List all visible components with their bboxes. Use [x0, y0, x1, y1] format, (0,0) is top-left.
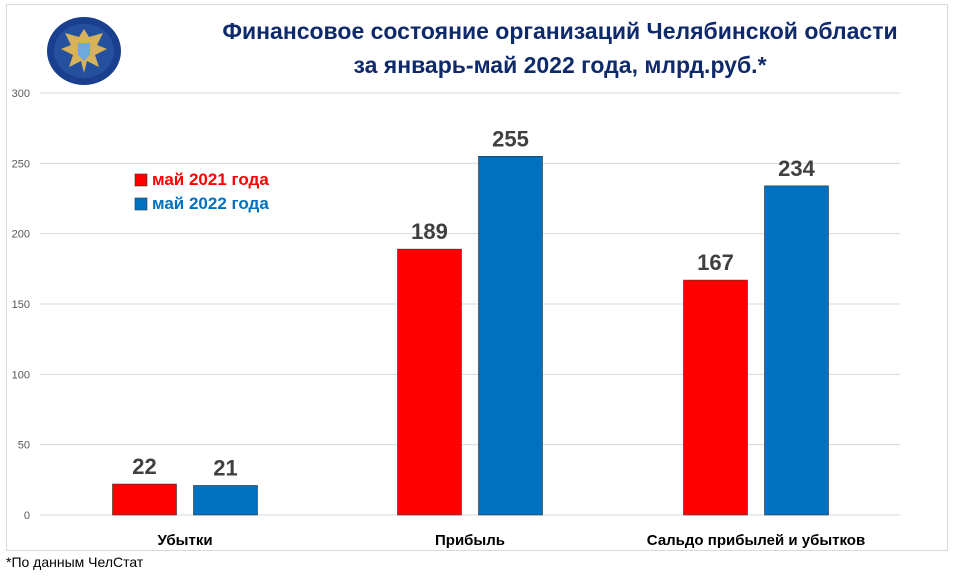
data-label: 21 — [213, 455, 237, 480]
legend-swatch — [134, 197, 148, 211]
bar — [112, 483, 177, 516]
legend-label: май 2022 года — [152, 194, 269, 213]
data-label: 22 — [132, 454, 156, 479]
data-label: 167 — [697, 250, 734, 275]
data-label: 255 — [492, 126, 529, 151]
x-tick-label: Сальдо прибылей и убытков — [647, 532, 865, 549]
x-tick-label: Прибыль — [435, 532, 505, 549]
y-tick-label: 50 — [18, 440, 30, 452]
data-label: 189 — [411, 219, 448, 244]
legend-label: май 2021 года — [152, 170, 269, 189]
bar — [764, 185, 829, 516]
legend-swatch — [134, 173, 148, 187]
data-label: 234 — [778, 156, 815, 181]
bar — [193, 485, 258, 516]
title-line-1: Финансовое состояние организаций Челябин… — [222, 18, 898, 44]
y-tick-label: 250 — [12, 158, 30, 170]
footnote: *По данным ЧелСтат — [6, 554, 144, 570]
y-tick-label: 0 — [24, 510, 30, 522]
chart-title: Финансовое состояние организаций Челябин… — [190, 14, 930, 82]
y-tick-label: 100 — [12, 369, 30, 381]
bar — [397, 248, 462, 516]
y-tick-label: 300 — [12, 88, 30, 100]
bar — [683, 279, 748, 516]
bar — [478, 156, 543, 516]
y-tick-label: 200 — [12, 229, 30, 241]
emblem-logo — [47, 17, 121, 85]
y-tick-label: 150 — [12, 299, 30, 311]
title-line-2: за январь-май 2022 года, млрд.руб.* — [353, 52, 767, 78]
x-tick-label: Убытки — [157, 532, 212, 549]
